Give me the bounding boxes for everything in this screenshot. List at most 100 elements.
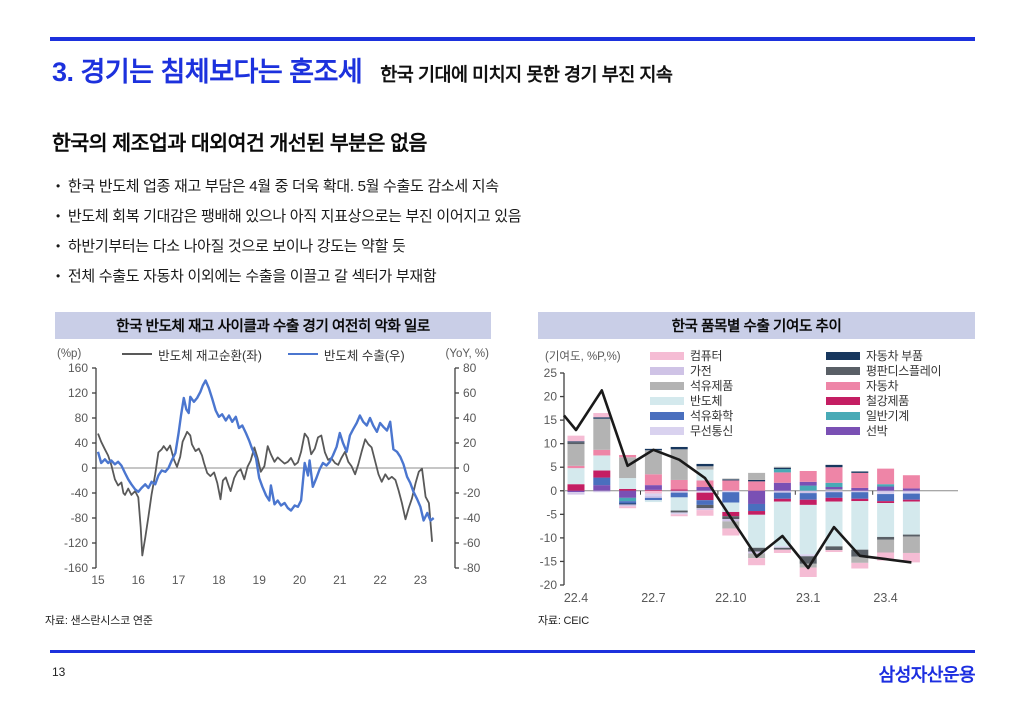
left-chart-legend-row: (%p) 반도체 재고순환(좌) 반도체 수출(우) (YoY, %) — [55, 345, 491, 364]
category-color-chip — [826, 351, 860, 360]
category-color-chip — [826, 396, 860, 405]
svg-text:20: 20 — [293, 573, 307, 587]
legend-label: 석유화학 — [690, 409, 733, 423]
svg-text:23: 23 — [414, 573, 428, 587]
category-color-chip — [650, 381, 684, 390]
svg-text:-80: -80 — [71, 511, 89, 525]
legend-item-category: 컴퓨터 — [650, 348, 733, 363]
svg-text:-160: -160 — [64, 561, 88, 575]
svg-text:16: 16 — [132, 573, 146, 587]
legend-item-category: 가전 — [650, 363, 733, 378]
page-title: 3. 경기는 침체보다는 혼조세 — [52, 57, 363, 87]
svg-text:15: 15 — [544, 413, 558, 427]
legend-label: 자동차 — [866, 379, 899, 393]
category-color-chip — [826, 381, 860, 390]
legend-label: 무선통신 — [690, 424, 733, 438]
bullet-item: 한국 반도체 업종 재고 부담은 4월 중 더욱 확대. 5월 수출도 감소세 … — [56, 172, 521, 202]
svg-text:20: 20 — [544, 390, 558, 404]
page-number: 13 — [52, 665, 66, 679]
category-color-chip — [826, 426, 860, 435]
svg-text:22.4: 22.4 — [564, 591, 588, 605]
bullet-item: 하반기부터는 다소 나아질 것으로 보이나 강도는 약할 듯 — [56, 232, 521, 262]
legend-item-category: 자동차 — [826, 378, 941, 393]
category-color-chip — [650, 426, 684, 435]
footer-rule — [50, 650, 975, 653]
company-logo: 삼성자산운용 — [878, 665, 976, 685]
legend-label: 반도체 수출(우) — [323, 348, 405, 363]
svg-text:23.1: 23.1 — [796, 591, 820, 605]
svg-text:19: 19 — [253, 573, 267, 587]
left-axis-unit-label: (%p) — [57, 348, 82, 360]
svg-text:-40: -40 — [71, 486, 89, 500]
svg-text:5: 5 — [550, 460, 557, 474]
svg-text:-120: -120 — [64, 536, 88, 550]
right-chart-title: 한국 품목별 수출 기여도 추이 — [538, 312, 975, 339]
svg-text:40: 40 — [463, 411, 477, 425]
legend-item-category: 무선통신 — [650, 423, 733, 438]
left-chart-legend: 반도체 재고순환(좌) 반도체 수출(우) — [122, 345, 405, 364]
dual-axis-line-chart: 160 120 80 40 0 -40 -80 -120 -160 80 60 40 20 0 -20 -40… — [64, 362, 481, 587]
section-heading: 한국의 제조업과 대외여건 개선된 부분은 없음 — [52, 132, 427, 155]
legend-item-category: 자동차 부품 — [826, 348, 941, 363]
svg-text:-60: -60 — [463, 536, 481, 550]
svg-text:0: 0 — [550, 484, 557, 498]
svg-text:15: 15 — [91, 573, 105, 587]
category-color-chip — [826, 411, 860, 420]
svg-text:80: 80 — [463, 362, 477, 375]
bullet-item: 반도체 회복 기대감은 팽배해 있으나 아직 지표상으로는 부진 이어지고 있음 — [56, 202, 522, 232]
svg-text:22.7: 22.7 — [641, 591, 665, 605]
legend-label: 평판디스플레이 — [866, 364, 942, 378]
svg-text:0: 0 — [81, 461, 88, 475]
right-axis-unit-label: (YoY, %) — [445, 348, 489, 360]
svg-text:0: 0 — [463, 461, 470, 475]
header: 3. 경기는 침체보다는 혼조세 한국 기대에 미치지 못한 경기 부진 지속 — [52, 50, 673, 89]
right-chart-panel: 한국 품목별 수출 기여도 추이 (기여도, %P,%) 컴퓨터 가전 석유제품 반도… — [538, 312, 975, 610]
contribution-unit-label: (기여도, %P,%) — [545, 351, 621, 363]
category-color-chip — [650, 366, 684, 375]
line-swatch — [287, 353, 318, 355]
svg-text:40: 40 — [75, 436, 89, 450]
right-chart-source: 자료: CEIC — [538, 615, 590, 627]
svg-text:21: 21 — [333, 573, 347, 587]
svg-text:23.4: 23.4 — [873, 591, 897, 605]
svg-text:10: 10 — [544, 437, 558, 451]
legend-item-category: 평판디스플레이 — [826, 363, 941, 378]
legend-label: 반도체 재고순환(좌) — [158, 348, 262, 363]
page-subtitle: 한국 기대에 미치지 못한 경기 부진 지속 — [380, 64, 673, 85]
legend-label: 자동차 부품 — [866, 349, 923, 363]
legend-item-category: 철강제품 — [826, 393, 941, 408]
svg-text:60: 60 — [463, 386, 477, 400]
legend-label: 철강제품 — [866, 394, 909, 408]
legend-label: 선박 — [866, 424, 888, 438]
stacked-bar-line-chart: 25 20 15 10 5 0 -5 -10 -15 -20 22.4 22.7 22.10 23.1 23… — [540, 366, 958, 605]
svg-text:80: 80 — [75, 411, 89, 425]
bullet-list: 한국 반도체 업종 재고 부담은 4월 중 더욱 확대. 5월 수출도 감소세 … — [56, 172, 522, 292]
category-color-chip — [650, 396, 684, 405]
left-chart-source: 자료: 샌스란시스코 연준 — [45, 615, 153, 627]
legend-item-category: 반도체 — [650, 393, 733, 408]
svg-text:22.10: 22.10 — [715, 591, 746, 605]
svg-text:-15: -15 — [540, 554, 558, 568]
legend-label: 컴퓨터 — [690, 349, 723, 363]
legend-item-inventory-cycle: 반도체 재고순환(좌) — [122, 345, 262, 364]
legend-item-category: 석유화학 — [650, 408, 733, 423]
svg-text:20: 20 — [463, 436, 477, 450]
category-color-chip — [826, 366, 860, 375]
legend-label: 반도체 — [690, 394, 723, 408]
category-color-chip — [650, 411, 684, 420]
svg-text:160: 160 — [68, 362, 88, 375]
svg-text:25: 25 — [544, 366, 558, 380]
bullet-item: 전체 수출도 자동차 이외에는 수출을 이끌고 갈 섹터가 부재함 — [56, 262, 521, 292]
header-rule — [50, 37, 975, 41]
legend-item-category: 석유제품 — [650, 378, 733, 393]
line-swatch — [122, 353, 153, 355]
legend-item-semis-export: 반도체 수출(우) — [287, 345, 405, 364]
svg-text:-40: -40 — [463, 511, 481, 525]
svg-text:120: 120 — [68, 386, 88, 400]
legend-item-category: 일반기계 — [826, 408, 941, 423]
category-color-chip — [650, 351, 684, 360]
left-chart-title: 한국 반도체 재고 사이클과 수출 경기 여전히 악화 일로 — [55, 312, 491, 339]
legend-label: 석유제품 — [690, 379, 733, 393]
svg-text:-5: -5 — [546, 507, 557, 521]
